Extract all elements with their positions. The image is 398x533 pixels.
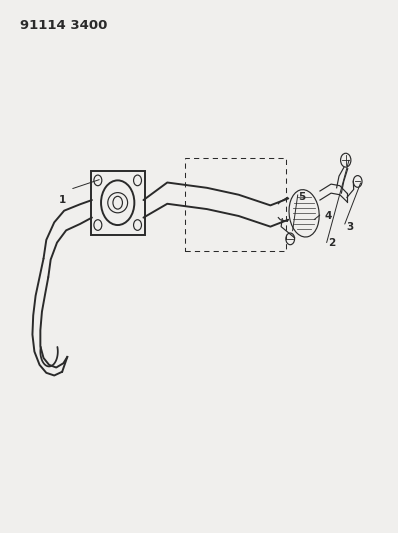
Text: 3: 3 (346, 222, 353, 232)
Text: 2: 2 (328, 238, 336, 247)
Text: 1: 1 (59, 195, 66, 205)
Text: 91114 3400: 91114 3400 (20, 19, 107, 33)
Bar (91, 171, 144, 235)
Text: 5: 5 (298, 192, 306, 203)
Text: 4: 4 (324, 211, 332, 221)
Bar (185, 158, 286, 251)
